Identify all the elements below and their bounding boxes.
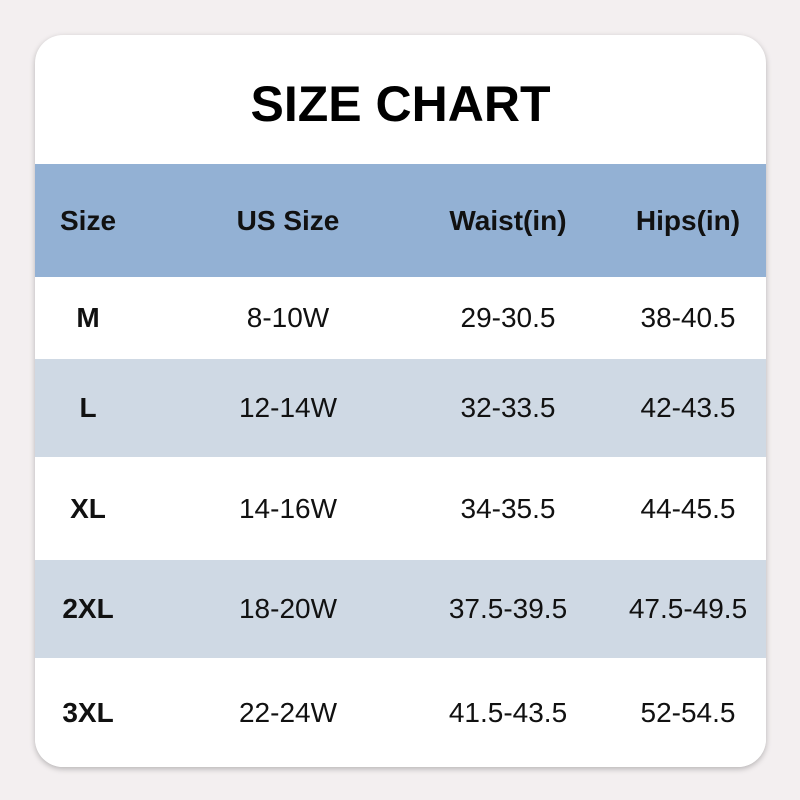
table-cell: XL [70, 492, 106, 524]
table-row: 3XL 22-24W 41.5-43.5 52-54.5 [35, 658, 766, 767]
table-cell: 3XL [62, 696, 114, 728]
table-cell: 22-24W [238, 696, 338, 728]
table-cell: M [76, 302, 100, 333]
table-row: M 8-10W 29-30.5 38-40.5 [35, 277, 766, 359]
table-cell: 38-40.5 [640, 302, 736, 333]
table-cell: 8-10W [246, 302, 330, 333]
table-cell: 47.5-49.5 [628, 593, 748, 624]
table-cell: 29-30.5 [460, 302, 556, 333]
table-cell: 44-45.5 [640, 492, 736, 524]
table-cell: 14-16W [238, 492, 338, 524]
table-cell: 32-33.5 [460, 392, 556, 423]
table-cell: 37.5-39.5 [448, 593, 568, 624]
column-header: US Size [236, 204, 340, 236]
page-title: SIZE CHART [250, 75, 551, 132]
column-header: Size [59, 204, 117, 236]
table-row: XL 14-16W 34-35.5 44-45.5 [35, 457, 766, 560]
table-cell: 18-20W [238, 593, 338, 624]
column-header: Hips(in) [635, 204, 741, 236]
size-chart-card: SIZE CHART Size US Size Waist(in) Hips(in) M… [35, 35, 766, 767]
table-cell: L [79, 392, 97, 423]
table-cell: 12-14W [238, 392, 338, 423]
table-cell: 41.5-43.5 [448, 696, 568, 728]
table-row: 2XL 18-20W 37.5-39.5 47.5-49.5 [35, 560, 766, 658]
table-cell: 34-35.5 [460, 492, 556, 524]
column-header: Waist(in) [449, 204, 567, 236]
table-cell: 52-54.5 [640, 696, 736, 728]
table-header-row: Size US Size Waist(in) Hips(in) [35, 164, 766, 277]
table-cell: 2XL [62, 593, 114, 624]
table-row: L 12-14W 32-33.5 42-43.5 [35, 359, 766, 457]
table-cell: 42-43.5 [640, 392, 736, 423]
